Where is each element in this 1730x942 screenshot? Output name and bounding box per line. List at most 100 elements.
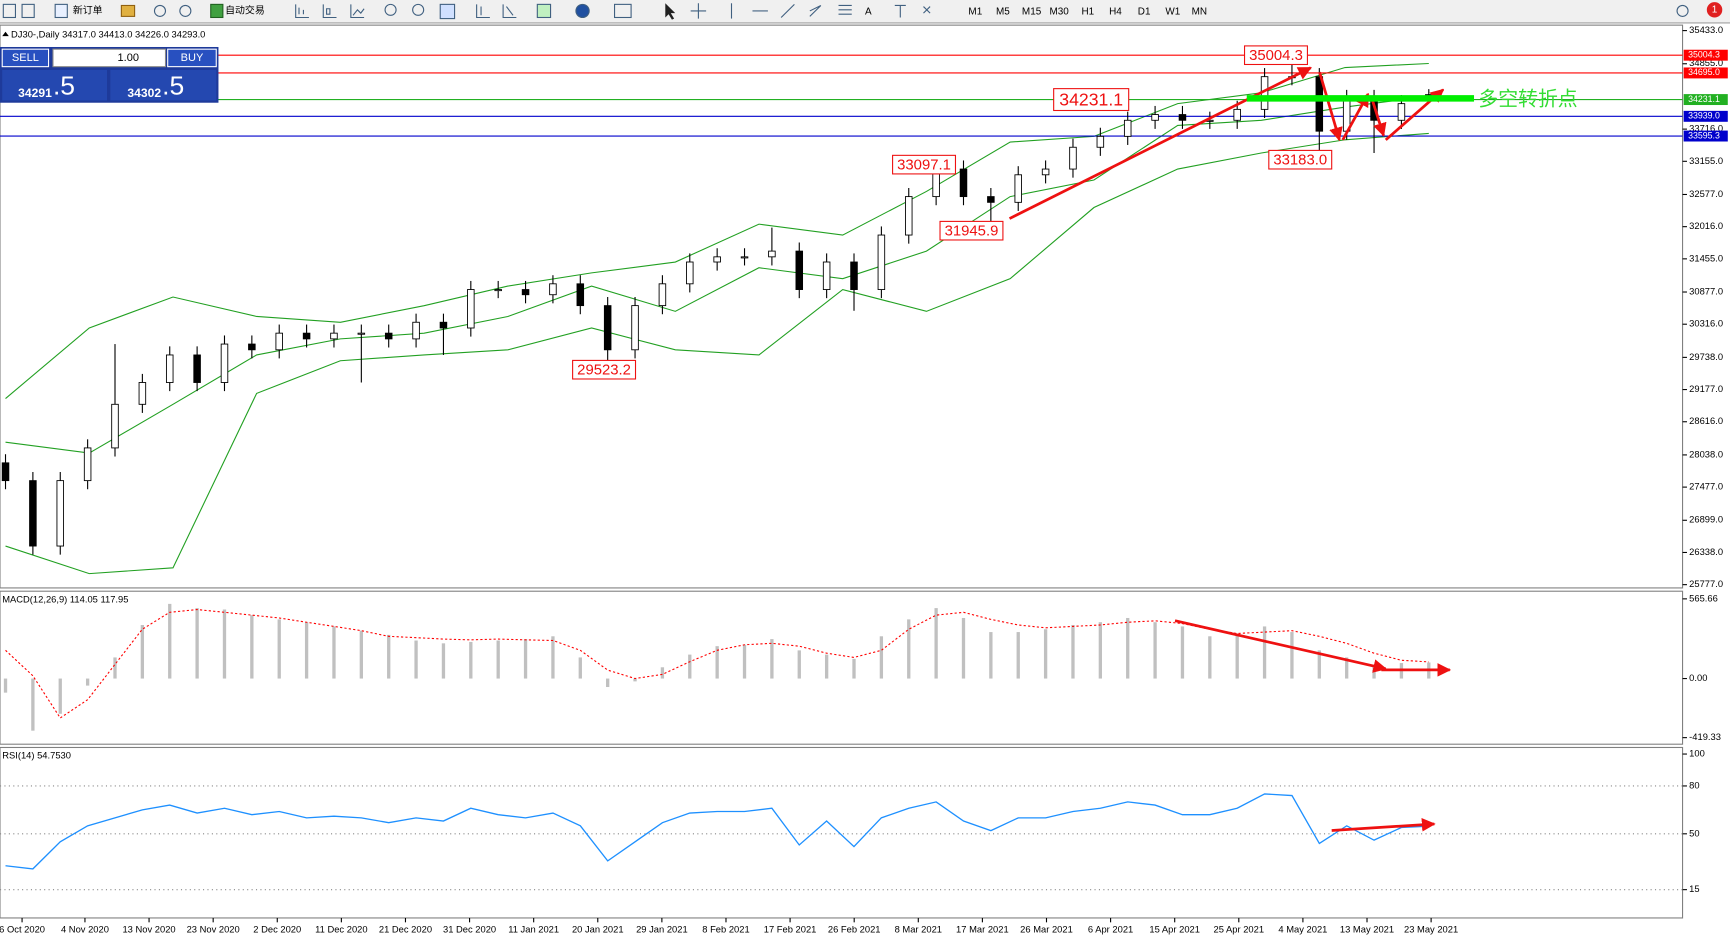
y-tick-label: 26338.0 <box>1689 547 1723 557</box>
y-tick-label: 30877.0 <box>1689 287 1723 297</box>
x-tick-label: 11 Dec 2020 <box>315 924 367 934</box>
icon[interactable] <box>923 6 931 14</box>
timeframe-button[interactable]: M5 <box>996 7 1010 18</box>
price-level-tag <box>1683 94 1728 106</box>
candle-body <box>1069 146 1077 170</box>
icon[interactable] <box>780 3 795 18</box>
icon[interactable] <box>665 3 676 20</box>
icon[interactable] <box>350 4 365 19</box>
icon[interactable] <box>210 3 224 19</box>
bid-price: 34291 <box>18 86 52 100</box>
timeframe-button[interactable]: M30 <box>1050 7 1070 18</box>
bid-box[interactable] <box>2 69 108 101</box>
macd-bar <box>1071 625 1075 679</box>
icon[interactable] <box>322 4 337 19</box>
candle-body <box>987 196 995 203</box>
icon[interactable] <box>575 3 590 19</box>
notification-badge[interactable] <box>1706 2 1723 18</box>
price-title: DJ30-,Daily 34317.0 34413.0 34226.0 3429… <box>11 29 205 39</box>
timeframe-button[interactable]: H1 <box>1082 7 1095 18</box>
price-level-label: 33595.3 <box>1688 130 1720 140</box>
price-callout: 35004.3 <box>1249 48 1303 64</box>
macd-bar <box>742 644 747 679</box>
buy-button[interactable] <box>167 48 217 68</box>
macd-bar <box>277 619 281 679</box>
x-tick-label: 23 Nov 2020 <box>187 924 240 934</box>
icon[interactable] <box>179 4 192 17</box>
timeframe-button[interactable]: M15 <box>1022 7 1042 18</box>
auto-trading-button[interactable]: 自动交易 <box>225 4 265 17</box>
macd-bar <box>1290 632 1294 679</box>
timeframe-button[interactable]: M1 <box>968 7 982 18</box>
x-tick-label: 31 Dec 2020 <box>443 924 496 934</box>
icon[interactable] <box>153 4 167 17</box>
ask-box[interactable] <box>110 69 217 101</box>
candle-body <box>1041 168 1050 176</box>
bollinger-band <box>5 62 1429 399</box>
y-tick-label: 25777.0 <box>1689 579 1723 589</box>
y-tick-label: 31455.0 <box>1689 253 1723 263</box>
candle-body <box>384 332 393 340</box>
macd-bar <box>387 634 391 679</box>
icon[interactable] <box>690 3 707 19</box>
arrow <box>1008 66 1312 220</box>
timeframe-button[interactable]: H4 <box>1109 7 1122 18</box>
x-tick-label: 26 Mar 2021 <box>1020 924 1073 934</box>
y-tick-label: 565.66 <box>1689 593 1718 603</box>
price-callout-box <box>1243 45 1308 66</box>
x-tick-label: 6 Apr 2021 <box>1088 924 1133 934</box>
x-tick-label: 13 May 2021 <box>1340 924 1394 934</box>
toolbar-icons <box>2 3 1689 20</box>
x-tick-label: 20 Jan 2021 <box>572 924 624 934</box>
y-tick-label: 50 <box>1689 828 1699 838</box>
toolbar <box>0 0 1730 23</box>
price-level-label: 34695.0 <box>1688 67 1720 77</box>
icon[interactable] <box>412 3 425 16</box>
y-tick-label: 29177.0 <box>1689 384 1723 394</box>
icon[interactable] <box>809 4 822 17</box>
candle-body <box>494 289 502 292</box>
candle-body <box>467 289 475 329</box>
macd-bar <box>1016 632 1020 679</box>
y-tick-label: 30316.0 <box>1689 319 1723 329</box>
new-order-button[interactable]: 新订单 <box>73 4 103 17</box>
candle-body <box>1397 103 1406 121</box>
icon[interactable] <box>295 4 309 19</box>
macd-bar <box>441 643 446 679</box>
lots-input[interactable] <box>52 48 167 68</box>
icon[interactable] <box>476 4 490 19</box>
icon[interactable] <box>536 3 552 19</box>
macd-bar <box>797 650 801 679</box>
icon[interactable] <box>502 4 517 19</box>
candle-body <box>165 354 174 383</box>
candle-body <box>795 250 804 290</box>
macd-bar <box>523 639 528 679</box>
icon[interactable] <box>384 3 397 16</box>
timeframe-button[interactable]: MN <box>1192 7 1207 18</box>
arrow <box>1174 619 1388 673</box>
timeframe-button[interactable]: W1 <box>1165 7 1180 18</box>
macd-bar <box>58 678 62 714</box>
chart-layer: 35433.0 34855.0 33716.0 33155.0 32577.0 32016… <box>0 25 1728 934</box>
icon[interactable] <box>54 3 68 19</box>
macd-bar <box>359 630 363 679</box>
text-tool[interactable]: A <box>865 7 872 18</box>
icon[interactable] <box>894 4 906 18</box>
macd-bar <box>907 619 911 679</box>
candle-body <box>220 343 229 383</box>
macd-bar <box>304 622 309 679</box>
icon[interactable] <box>439 3 456 20</box>
icon[interactable] <box>1676 4 1689 17</box>
arrow <box>1371 100 1387 137</box>
macd-bar <box>496 640 500 679</box>
sell-button[interactable] <box>1 48 50 68</box>
icon[interactable] <box>613 3 632 19</box>
macd-bar <box>1098 622 1103 679</box>
icon[interactable] <box>838 4 852 15</box>
timeframe-button[interactable]: D1 <box>1138 7 1151 18</box>
rsi-line <box>5 793 1429 870</box>
rsi-panel <box>0 746 1684 919</box>
icon[interactable] <box>120 4 136 17</box>
